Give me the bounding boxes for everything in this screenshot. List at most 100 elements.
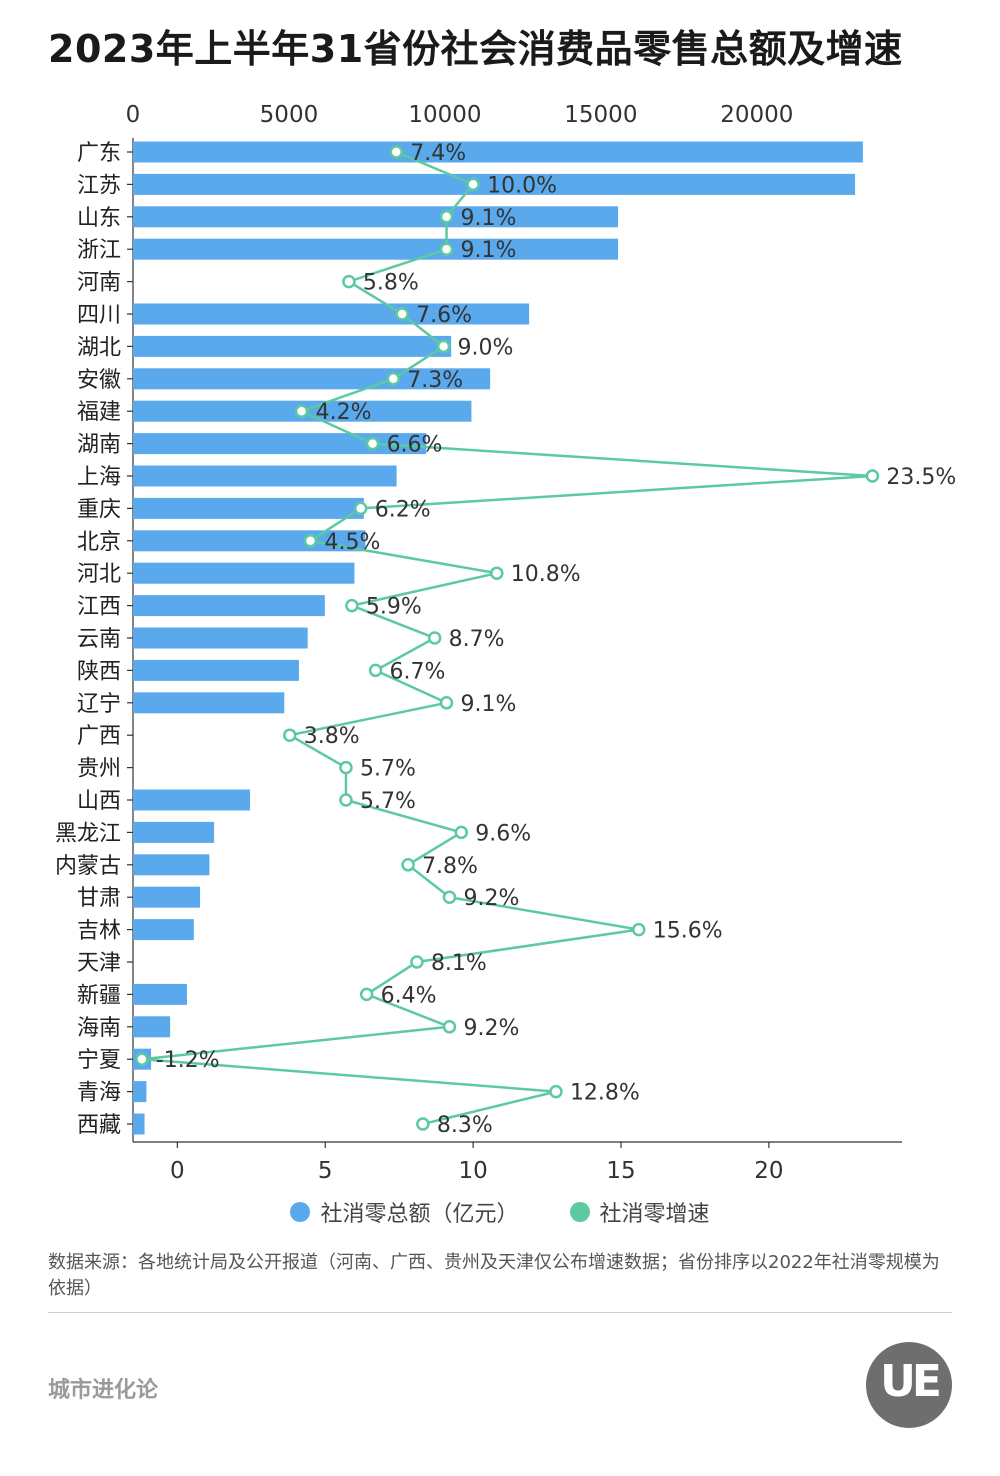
- legend: 社消零总额（亿元） 社消零增速: [0, 1196, 1000, 1228]
- growth-data-label: 7.8%: [422, 854, 478, 879]
- growth-data-label: 8.7%: [449, 627, 505, 652]
- growth-point: [436, 339, 451, 354]
- source-note: 数据来源：各地统计局及公开报道（河南、广西、贵州及天津仅公布增速数据；省份排序以…: [48, 1252, 940, 1299]
- bottom-axis-tick-label: 10: [458, 1158, 487, 1184]
- growth-data-label: 9.1%: [461, 206, 517, 231]
- brand-name: 城市进化论: [48, 1378, 159, 1403]
- growth-data-label: 6.6%: [387, 433, 443, 458]
- category-label: 北京: [77, 530, 121, 555]
- growth-data-label: 7.6%: [416, 303, 472, 328]
- bar: [133, 919, 194, 941]
- category-label: 宁夏: [77, 1048, 121, 1073]
- top-axis-tick-label: 20000: [720, 102, 793, 128]
- growth-data-label: 7.3%: [407, 368, 463, 393]
- category-label: 山西: [77, 789, 121, 814]
- footer-divider: [48, 1312, 952, 1313]
- chart-canvas: 0 5000 10000 15000 20000 0 5 10 15 20 广东江苏山东浙江河南四川…: [55, 102, 956, 1184]
- bar: [133, 206, 619, 228]
- growth-point: [439, 242, 454, 256]
- category-label: 浙江: [77, 238, 121, 263]
- bar: [133, 562, 355, 584]
- category-label: 江西: [77, 595, 121, 620]
- top-axis-tick-label: 15000: [564, 102, 637, 128]
- growth-point: [135, 1052, 149, 1066]
- category-label: 云南: [77, 627, 121, 652]
- growth-data-label: 9.6%: [475, 821, 531, 846]
- bar: [133, 659, 299, 681]
- legend-item-total: 社消零总额（亿元）: [290, 1196, 519, 1228]
- legend-total-label: 社消零总额（亿元）: [320, 1202, 519, 1227]
- bar: [133, 821, 215, 843]
- chart-title: 2023年上半年31省份社会消费品零售总额及增速: [48, 27, 903, 71]
- growth-data-label: 23.5%: [886, 465, 956, 490]
- bar: [133, 465, 397, 487]
- category-label: 江苏: [77, 173, 121, 198]
- growth-data-label: 10.8%: [511, 562, 581, 587]
- legend-bar-swatch: [290, 1202, 311, 1222]
- category-label: 吉林: [77, 919, 121, 944]
- category-label: 山东: [77, 206, 121, 231]
- bar: [133, 1113, 145, 1135]
- bar: [133, 1081, 147, 1103]
- growth-point: [865, 469, 880, 483]
- growth-data-label: 9.1%: [461, 692, 517, 717]
- growth-point: [410, 955, 424, 969]
- growth-point: [359, 987, 374, 1002]
- category-label: 海南: [77, 1016, 121, 1041]
- growth-data-label: 5.7%: [360, 789, 416, 814]
- category-label: 湖南: [77, 433, 121, 458]
- growth-point: [303, 534, 318, 548]
- bar: [133, 983, 187, 1005]
- category-label: 贵州: [77, 757, 121, 782]
- bar: [133, 789, 250, 811]
- logo-text: UE: [880, 1356, 942, 1407]
- growth-data-label: 5.8%: [363, 271, 419, 296]
- category-label: 重庆: [77, 497, 121, 522]
- category-label: 河南: [77, 271, 121, 296]
- bottom-axis-tick-label: 5: [318, 1158, 333, 1184]
- growth-point: [365, 436, 380, 451]
- bar: [133, 303, 530, 325]
- growth-data-label: 6.4%: [381, 983, 437, 1008]
- category-label: 辽宁: [77, 692, 121, 717]
- growth-data-label: 9.2%: [463, 886, 519, 911]
- growth-data-label: 10.0%: [487, 173, 557, 198]
- bottom-axis-tick-label: 20: [754, 1158, 783, 1184]
- category-label: 福建: [77, 400, 121, 425]
- growth-point: [368, 663, 383, 678]
- category-label: 天津: [77, 951, 121, 976]
- bottom-axis-tick-label: 15: [606, 1158, 635, 1184]
- category-label: 甘肃: [77, 886, 121, 911]
- bar: [133, 433, 427, 455]
- growth-data-label: 5.9%: [366, 595, 422, 620]
- growth-data-label: 6.2%: [375, 497, 431, 522]
- bar: [133, 854, 210, 876]
- category-label: 安徽: [77, 368, 121, 393]
- growth-point: [454, 825, 469, 840]
- bar: [133, 497, 364, 519]
- category-label: 内蒙古: [55, 854, 121, 879]
- growth-point: [353, 501, 368, 516]
- growth-data-label: 4.5%: [324, 530, 380, 555]
- growth-point: [490, 566, 504, 580]
- bottom-axis-tick-label: 0: [170, 1158, 185, 1184]
- growth-data-label: 8.1%: [431, 951, 487, 976]
- category-label: 湖北: [77, 335, 121, 360]
- growth-point: [442, 890, 457, 904]
- growth-point: [401, 858, 415, 872]
- growth-point: [386, 372, 401, 386]
- category-label: 四川: [77, 303, 121, 328]
- bar: [133, 886, 201, 908]
- growth-data-label: 7.4%: [410, 141, 466, 166]
- bar: [133, 627, 308, 649]
- growth-data-label: 9.1%: [461, 238, 517, 263]
- growth-point: [442, 1020, 457, 1034]
- growth-point: [395, 307, 409, 321]
- growth-point: [389, 145, 403, 159]
- growth-data-label: 9.0%: [458, 335, 514, 360]
- growth-point: [466, 177, 480, 192]
- top-axis-tick-label: 0: [126, 102, 141, 128]
- category-label: 陕西: [77, 659, 121, 684]
- legend-growth-label: 社消零增速: [599, 1202, 710, 1227]
- growth-data-label: 5.7%: [360, 757, 416, 782]
